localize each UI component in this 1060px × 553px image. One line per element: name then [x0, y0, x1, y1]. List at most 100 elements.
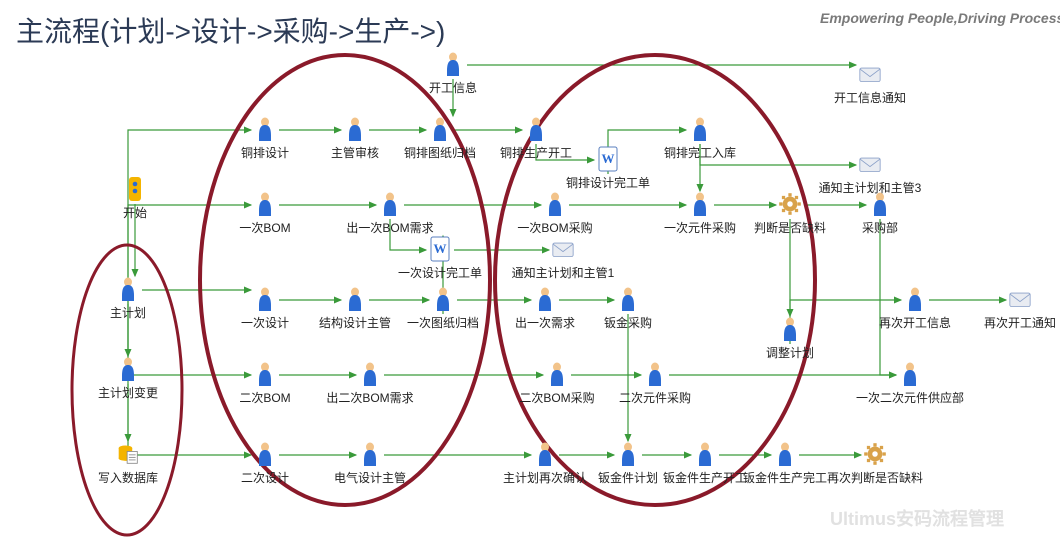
doc-icon: W: [429, 236, 451, 262]
node-bom2[interactable]: 二次BOM: [225, 361, 305, 406]
diagram-canvas: 开始主计划主计划变更写入数据库 开工信息铜排设计主管审核 铜排图纸归档 铜排生产开工铜…: [0, 0, 1060, 553]
node-out_req1[interactable]: 出一次需求: [505, 286, 585, 331]
node-tp_design_done[interactable]: W 铜排设计完工单: [568, 146, 648, 191]
watermark: Ultimus安码流程管理: [830, 505, 1004, 531]
mail-icon: [552, 236, 574, 262]
gear-icon: [779, 191, 801, 217]
node-label: 结构设计主管: [319, 314, 391, 331]
tagline: Empowering People,Driving Process: [820, 10, 1060, 26]
person-icon: [117, 356, 139, 382]
person-icon: [344, 116, 366, 142]
node-main_plan[interactable]: 主计划: [88, 276, 168, 321]
node-judge_short2[interactable]: 再次判断是否缺料: [835, 441, 915, 486]
node-tp_design[interactable]: 铜排设计: [225, 116, 305, 161]
person-icon: [899, 361, 921, 387]
node-tp_draw_arch[interactable]: 铜排图纸归档: [400, 116, 480, 161]
node-comp1_buy[interactable]: 一次元件采购: [660, 191, 740, 236]
node-out_bom1[interactable]: 出一次BOM需求: [350, 191, 430, 236]
node-sheet_plan[interactable]: 钣金件计划: [588, 441, 668, 486]
node-label: 二次元件采购: [619, 389, 691, 406]
person-icon: [689, 191, 711, 217]
node-label: 开工信息通知: [834, 89, 906, 106]
node-label: 钣金采购: [604, 314, 652, 331]
node-label: 钣金件生产完工: [743, 469, 827, 486]
node-label: 二次BOM: [239, 389, 290, 406]
node-label: 一次图纸归档: [407, 314, 479, 331]
node-rekg_info[interactable]: 再次开工信息: [875, 286, 955, 331]
node-label: 电气设计主管: [334, 469, 406, 486]
node-rekg_notify[interactable]: 再次开工通知: [980, 286, 1060, 331]
node-label: 一次BOM采购: [517, 219, 592, 236]
node-mp_reconfirm[interactable]: 主计划再次确认: [505, 441, 585, 486]
node-start[interactable]: 开始: [95, 176, 175, 221]
node-label: 二次BOM采购: [519, 389, 594, 406]
node-zg_review[interactable]: 主管审核: [315, 116, 395, 161]
node-label: 再次判断是否缺料: [827, 469, 923, 486]
person-icon: [525, 116, 547, 142]
node-label: 开工信息: [429, 79, 477, 96]
node-bom2_buy[interactable]: 二次BOM采购: [517, 361, 597, 406]
node-label: 主管审核: [331, 144, 379, 161]
node-judge_short[interactable]: 判断是否缺料: [750, 191, 830, 236]
svg-text:W: W: [602, 151, 615, 166]
node-sheet_prod_done[interactable]: 钣金件生产完工: [745, 441, 825, 486]
node-tp_prod_start[interactable]: 铜排生产开工: [496, 116, 576, 161]
node-notify1[interactable]: 通知主计划和主管1: [523, 236, 603, 281]
node-notify3[interactable]: 通知主计划和主管3: [830, 151, 910, 196]
person-icon: [644, 361, 666, 387]
node-label: 调整计划: [766, 344, 814, 361]
page-title: 主流程(计划->设计->采购->生产->): [16, 10, 445, 50]
node-label: 铜排图纸归档: [404, 144, 476, 161]
node-buy_dept[interactable]: 采购部: [840, 191, 920, 236]
person-icon: [254, 191, 276, 217]
node-write_db[interactable]: 写入数据库: [88, 441, 168, 486]
node-adjust_plan[interactable]: 调整计划: [750, 316, 830, 361]
person-icon: [359, 361, 381, 387]
node-label: 一次二次元件供应部: [856, 389, 964, 406]
person-icon: [534, 286, 556, 312]
person-icon: [432, 286, 454, 312]
person-icon: [617, 441, 639, 467]
node-sheet_buy[interactable]: 钣金采购: [588, 286, 668, 331]
node-supply12[interactable]: 一次二次元件供应部: [870, 361, 950, 406]
node-kg_notify[interactable]: 开工信息通知: [830, 61, 910, 106]
node-des1_done[interactable]: W 一次设计完工单: [400, 236, 480, 281]
node-design1[interactable]: 一次设计: [225, 286, 305, 331]
node-label: 出二次BOM需求: [326, 389, 413, 406]
node-label: 通知主计划和主管3: [819, 179, 922, 196]
node-label: 主计划变更: [98, 384, 158, 401]
person-icon: [344, 286, 366, 312]
node-label: 铜排设计完工单: [566, 174, 650, 191]
person-icon: [779, 316, 801, 342]
node-label: 铜排完工入库: [664, 144, 736, 161]
person-icon: [254, 116, 276, 142]
node-label: 主计划: [110, 304, 146, 321]
node-design2[interactable]: 二次设计: [225, 441, 305, 486]
node-bom1[interactable]: 一次BOM: [225, 191, 305, 236]
person-icon: [429, 116, 451, 142]
node-main_plan_change[interactable]: 主计划变更: [88, 356, 168, 401]
person-icon: [379, 191, 401, 217]
node-label: 再次开工信息: [879, 314, 951, 331]
node-sheet_prod_start[interactable]: 钣金件生产开工: [665, 441, 745, 486]
node-draw1_arch[interactable]: 一次图纸归档: [403, 286, 483, 331]
person-icon: [689, 116, 711, 142]
node-struct_mgr[interactable]: 结构设计主管: [315, 286, 395, 331]
node-kg_info[interactable]: 开工信息: [413, 51, 493, 96]
node-label: 一次设计完工单: [398, 264, 482, 281]
node-label: 采购部: [862, 219, 898, 236]
node-label: 钣金件生产开工: [663, 469, 747, 486]
node-label: 二次设计: [241, 469, 289, 486]
node-tp_done_in[interactable]: 铜排完工入库: [660, 116, 740, 161]
person-icon: [359, 441, 381, 467]
node-out_bom2[interactable]: 出二次BOM需求: [330, 361, 410, 406]
person-icon: [442, 51, 464, 77]
node-bom1_buy[interactable]: 一次BOM采购: [515, 191, 595, 236]
start-icon: [124, 176, 146, 202]
node-label: 再次开工通知: [984, 314, 1056, 331]
node-label: 通知主计划和主管1: [512, 264, 615, 281]
node-elec_mgr[interactable]: 电气设计主管: [330, 441, 410, 486]
node-label: 出一次需求: [515, 314, 575, 331]
node-label: 一次设计: [241, 314, 289, 331]
node-comp2_buy[interactable]: 二次元件采购: [615, 361, 695, 406]
